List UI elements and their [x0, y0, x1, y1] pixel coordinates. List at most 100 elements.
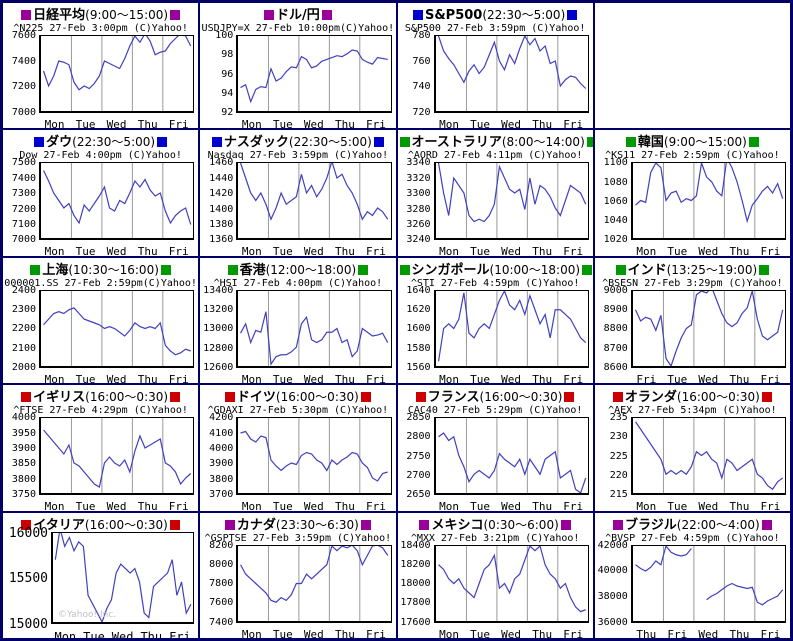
- price-line-chart: [41, 291, 193, 366]
- y-tick-label: 40000: [597, 565, 628, 577]
- market-name: ブラジル: [625, 517, 677, 533]
- y-tick-label: 1060: [603, 195, 628, 207]
- day-label: Thu: [137, 245, 158, 257]
- market-chart-cell[interactable]: ナスダック(22:30〜5:00) Nasdaq 27-Feb 3:59pm (…: [199, 129, 397, 257]
- market-chart-cell[interactable]: オーストラリア(8:00〜14:00) ^AORD 27-Feb 4:11pm …: [396, 129, 594, 257]
- market-name: 上海: [42, 262, 69, 278]
- y-tick-label: 235: [609, 412, 628, 424]
- title-marker-right-icon: [748, 137, 759, 148]
- y-tick-label: 18200: [400, 558, 431, 570]
- y-axis-labels: 9000 8900 8800 8700 8600: [595, 285, 631, 372]
- day-label: Wed: [106, 372, 127, 385]
- market-name: ドイツ: [236, 390, 276, 406]
- day-label: Fri: [168, 372, 189, 385]
- market-chart-cell[interactable]: ドイツ(16:00〜0:30) ^GDAXI 27-Feb 5:30pm (C)…: [199, 384, 397, 512]
- market-chart-cell[interactable]: 香港(12:00〜18:00) ^HSI 27-Feb 4:00pm (C)Ya…: [199, 256, 397, 385]
- x-axis-day-labels: Fri Tue Wed Thu Fri: [631, 372, 786, 385]
- day-label: Tue: [272, 372, 293, 385]
- market-chart-cell[interactable]: メキシコ(0:30〜6:00) ^MXX 27-Feb 3:21pm (C)Ya…: [396, 511, 594, 639]
- trading-hours: (0:30〜6:00): [483, 517, 559, 532]
- price-line: [55, 533, 191, 622]
- price-line-chart: [238, 36, 390, 111]
- day-label: Thu: [137, 500, 158, 512]
- market-name: オーストラリア: [411, 135, 502, 151]
- price-line: [635, 422, 782, 490]
- day-label: Wed: [303, 627, 324, 639]
- trading-hours: (22:30〜5:00): [482, 8, 566, 22]
- y-tick-label: 1420: [209, 188, 234, 200]
- y-axis-labels: 4000 3950 3900 3850 3800 3750: [3, 413, 39, 500]
- y-tick-label: 720: [412, 106, 431, 118]
- market-chart-cell[interactable]: イギリス(16:00〜0:30) ^FTSE 27-Feb 4:29pm (C)…: [2, 384, 200, 512]
- y-tick-label: 12800: [203, 342, 234, 354]
- price-line-chart: [238, 418, 390, 493]
- market-chart-cell[interactable]: シンガポール(10:00〜18:00) ^STI 27-Feb 4:59pm (…: [396, 256, 594, 385]
- y-tick-label: 230: [609, 431, 628, 443]
- y-tick-label: 1580: [406, 342, 431, 354]
- plot-area: [39, 35, 195, 113]
- y-tick-label: 98: [221, 49, 234, 61]
- plot-row: 9000 8900 8800 8700 8600: [595, 285, 786, 372]
- y-tick-label: 760: [412, 55, 431, 67]
- day-label: Thu: [729, 500, 750, 512]
- title-marker-left-icon: [21, 392, 32, 403]
- y-tick-label: 3340: [406, 157, 431, 169]
- day-label: Tue: [667, 245, 688, 257]
- title-marker-right-icon: [169, 519, 180, 530]
- title-marker-right-icon: [567, 10, 578, 20]
- price-line: [706, 583, 782, 604]
- market-chart-cell[interactable]: ダウ(22:30〜5:00) Dow 27-Feb 4:00pm (C)Yaho…: [2, 129, 200, 257]
- title-marker-right-icon: [373, 137, 384, 148]
- market-chart-cell[interactable]: イタリア(16:00〜0:30) 16000 15500 15000 ©Yahoo!…: [2, 511, 200, 639]
- price-line-chart: [436, 291, 588, 366]
- price-line: [438, 433, 585, 493]
- price-line: [241, 311, 388, 364]
- plot-row: 780 760 740 720: [398, 31, 589, 118]
- market-chart-cell[interactable]: カナダ(23:30〜6:30) ^GSPTSE 27-Feb 3:59pm (C…: [199, 511, 397, 639]
- plot-area: [236, 162, 392, 241]
- y-tick-label: 7200: [11, 203, 36, 215]
- plot-row: 8200 8000 7800 7600 7400: [200, 540, 392, 627]
- y-tick-label: 3280: [406, 203, 431, 215]
- trading-hours: (16:00〜0:30): [275, 390, 359, 405]
- day-label: Thu: [729, 372, 750, 385]
- title-marker-right-icon: [564, 392, 575, 403]
- y-tick-label: 4000: [209, 442, 234, 454]
- y-axis-labels: 7600 7400 7200 7000: [3, 31, 39, 118]
- day-label: Fri: [563, 118, 584, 130]
- y-tick-label: 8800: [603, 323, 628, 335]
- plot-area: [39, 417, 195, 496]
- chart-title: カナダ(23:30〜6:30): [200, 515, 395, 533]
- y-tick-label: 2200: [11, 323, 36, 335]
- market-chart-cell[interactable]: S&P500(22:30〜5:00) S&P500 27-Feb 3:59pm …: [396, 2, 594, 130]
- x-axis-day-labels: Mon Tue Wed Thu Fri: [236, 372, 391, 385]
- plot-area: [433, 162, 589, 241]
- title-marker-left-icon: [625, 137, 636, 148]
- y-tick-label: 225: [609, 450, 628, 462]
- trading-hours: (22:30〜5:00): [72, 135, 156, 150]
- market-chart-cell[interactable]: 日経平均(9:00〜15:00) ^N225 27-Feb 3:00pm (C)…: [2, 2, 200, 130]
- market-chart-cell[interactable]: オランダ(16:00〜0:30) ^AEX 27-Feb 5:34pm (C)Y…: [593, 384, 791, 512]
- title-marker-right-icon: [321, 10, 332, 20]
- market-name: S&P500: [424, 8, 483, 23]
- day-label: Tue: [272, 245, 293, 257]
- y-tick-label: 8000: [209, 558, 234, 570]
- plot-area: [236, 35, 392, 113]
- market-chart-cell[interactable]: 韓国(9:00〜15:00) ^KS11 27-Feb 2:59pm (C)Ya…: [593, 129, 791, 257]
- trading-hours: (10:30〜16:00): [68, 262, 159, 277]
- market-chart-cell[interactable]: 上海(10:30〜16:00) 000001.SS 27-Feb 2:59pm(…: [2, 256, 200, 385]
- chart-subtitle: ^STI 27-Feb 4:59pm (C)Yahoo!: [410, 277, 580, 289]
- market-chart-cell[interactable]: ブラジル(22:00〜4:00) ^BVSP 27-Feb 4:59pm (C)…: [593, 511, 791, 639]
- day-label: Wed: [111, 629, 134, 639]
- day-label: Mon: [439, 118, 459, 130]
- chart-title: 日経平均(9:00〜15:00): [3, 5, 198, 23]
- market-name: ナスダック: [223, 135, 289, 151]
- market-chart-cell[interactable]: フランス(16:00〜0:30) CAC40 27-Feb 5:29pm (C)…: [396, 384, 594, 512]
- market-chart-cell[interactable]: インド(13:25〜19:00) ^BSESN 27-Feb 3:29pm (C…: [593, 256, 791, 385]
- market-chart-cell[interactable]: ドル/円 USDJPY=X 27-Feb 10:00pm(C)Yahoo! 10…: [199, 2, 397, 130]
- y-tick-label: 13400: [203, 284, 234, 296]
- title-marker-right-icon: [360, 392, 371, 403]
- y-tick-label: 3900: [11, 442, 36, 454]
- y-tick-label: 740: [412, 81, 431, 93]
- day-label: Fri: [760, 245, 781, 257]
